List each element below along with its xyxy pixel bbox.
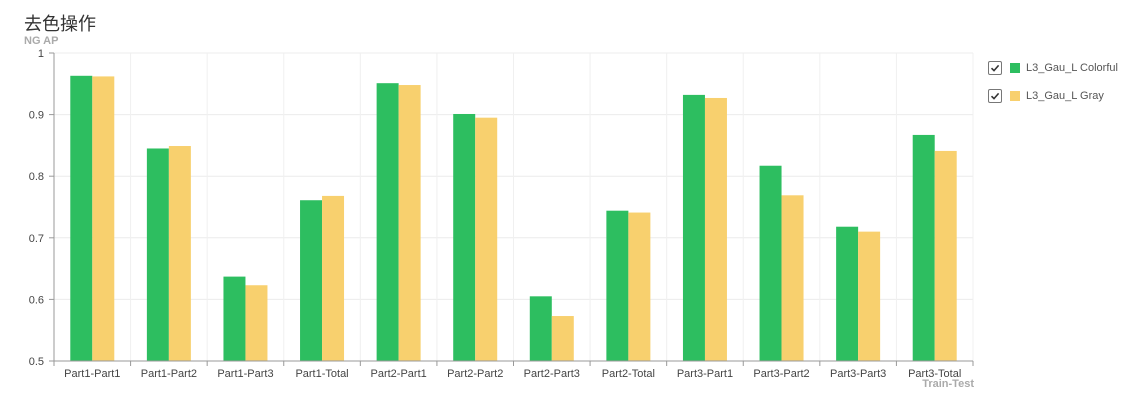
x-tick-label: Part2-Total (602, 368, 655, 380)
bar-gray-part2-part1[interactable] (398, 85, 421, 362)
bar-colorful-part3-total[interactable] (912, 134, 935, 361)
legend-swatch-colorful (1010, 63, 1020, 73)
bar-colorful-part2-part1[interactable] (376, 83, 399, 362)
legend-item-colorful[interactable]: L3_Gau_L Colorful (988, 60, 1118, 76)
x-tick-label: Part3-Total (908, 368, 961, 380)
bar-gray-part1-part2[interactable] (168, 146, 191, 361)
checkbox-colorful[interactable] (988, 61, 1002, 75)
bar-colorful-part1-part2[interactable] (146, 148, 169, 361)
y-tick-label: 0.8 (29, 171, 44, 183)
bar-gray-part3-part2[interactable] (781, 195, 804, 361)
bar-colorful-part1-total[interactable] (300, 200, 323, 361)
bar-colorful-part2-total[interactable] (606, 210, 629, 361)
x-tick-label: Part2-Part1 (371, 368, 427, 380)
x-tick-label: Part2-Part3 (524, 368, 580, 380)
legend-swatch-gray (1010, 91, 1020, 101)
axes: 0.5 0.6 0.7 0.8 0.9 1 Part1-Part1 Part1-Part2 Pa… (29, 48, 974, 380)
y-tick-label: 0.7 (29, 233, 44, 245)
bar-colorful-part1-part3[interactable] (223, 276, 246, 361)
y-tick-label: 1 (38, 48, 44, 60)
legend-label-gray: L3_Gau_L Gray (1026, 90, 1104, 102)
checkbox-gray[interactable] (988, 89, 1002, 103)
x-tick-label: Part2-Part2 (447, 368, 503, 380)
bar-gray-part3-total[interactable] (934, 150, 957, 361)
x-tick-label: Part1-Part2 (141, 368, 197, 380)
y-tick-label: 0.9 (29, 110, 44, 122)
bar-gray-part1-part1[interactable] (92, 76, 115, 362)
x-tick-label: Part1-Part1 (64, 368, 120, 380)
x-tick-label: Part1-Part3 (217, 368, 273, 380)
chart-title: 去色操作 (24, 14, 96, 35)
x-axis-label: Train-Test (922, 378, 974, 390)
x-tick-label: Part1-Total (295, 368, 348, 380)
x-tick-label: Part3-Part1 (677, 368, 733, 380)
legend-item-gray[interactable]: L3_Gau_L Gray (988, 88, 1118, 104)
bar-colorful-part2-part3[interactable] (529, 296, 552, 361)
bars (70, 75, 957, 362)
bar-gray-part2-total[interactable] (628, 212, 651, 361)
bar-gray-part2-part3[interactable] (551, 316, 574, 361)
checkmark-icon (990, 92, 1000, 100)
bar-colorful-part3-part3[interactable] (836, 226, 859, 361)
bar-colorful-part1-part1[interactable] (70, 75, 93, 362)
y-axis-label: NG AP (24, 35, 59, 47)
y-tick-label: 0.5 (29, 356, 44, 368)
grid-lines (54, 52, 974, 361)
bar-gray-part2-part2[interactable] (475, 117, 498, 362)
bar-gray-part1-total[interactable] (322, 195, 345, 361)
bar-gray-part3-part1[interactable] (704, 97, 727, 361)
y-tick-label: 0.6 (29, 294, 44, 306)
checkmark-icon (990, 64, 1000, 72)
bar-colorful-part3-part1[interactable] (682, 94, 705, 361)
x-tick-label: Part3-Part2 (753, 368, 809, 380)
legend-label-colorful: L3_Gau_L Colorful (1026, 62, 1118, 74)
x-tick-label: Part3-Part3 (830, 368, 886, 380)
bar-gray-part1-part3[interactable] (245, 285, 268, 361)
bar-colorful-part3-part2[interactable] (759, 165, 782, 361)
bar-gray-part3-part3[interactable] (858, 231, 881, 361)
bar-colorful-part2-part2[interactable] (453, 113, 476, 361)
legend: L3_Gau_L Colorful L3_Gau_L Gray (988, 60, 1118, 116)
